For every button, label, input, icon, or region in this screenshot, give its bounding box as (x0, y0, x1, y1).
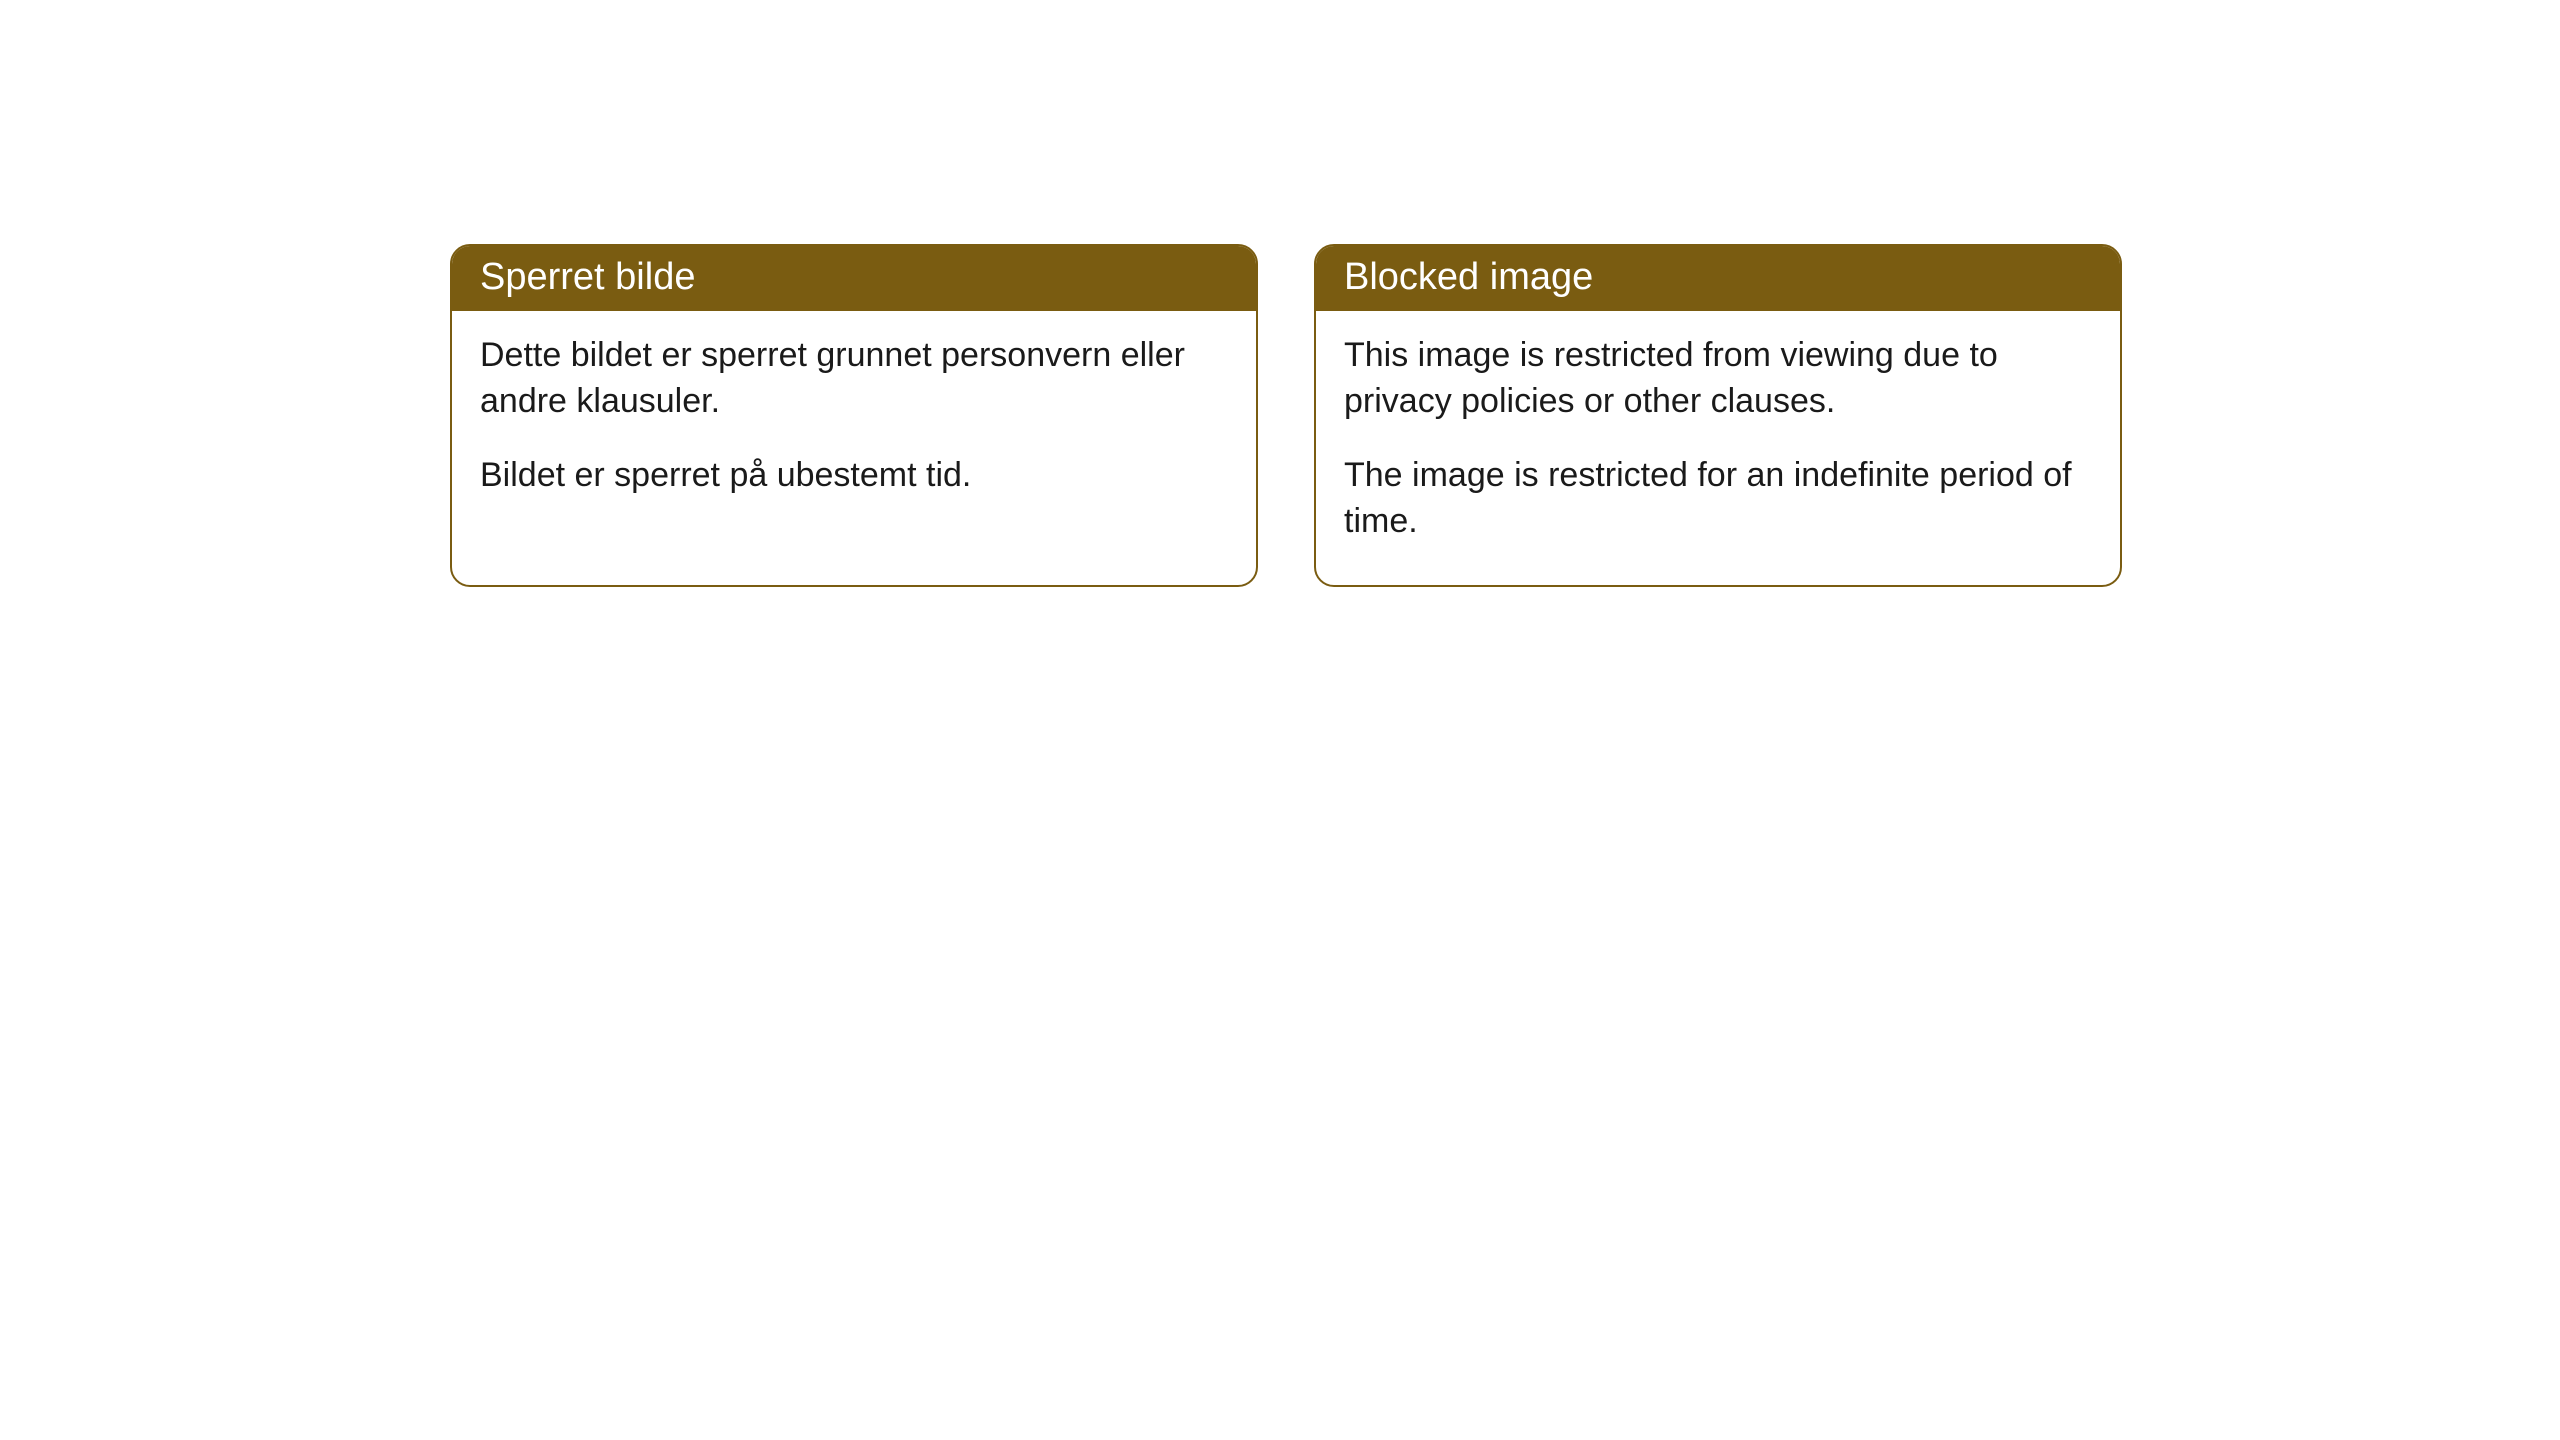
notice-text-line-2: The image is restricted for an indefinit… (1344, 453, 2092, 545)
card-header: Sperret bilde (452, 246, 1256, 311)
card-header: Blocked image (1316, 246, 2120, 311)
notice-text-line-2: Bildet er sperret på ubestemt tid. (480, 453, 1228, 499)
notice-text-line-1: Dette bildet er sperret grunnet personve… (480, 333, 1228, 425)
blocked-image-card-english: Blocked image This image is restricted f… (1314, 244, 2122, 587)
notice-text-line-1: This image is restricted from viewing du… (1344, 333, 2092, 425)
notice-cards-container: Sperret bilde Dette bildet er sperret gr… (450, 244, 2122, 587)
card-body: This image is restricted from viewing du… (1316, 311, 2120, 585)
blocked-image-card-norwegian: Sperret bilde Dette bildet er sperret gr… (450, 244, 1258, 587)
card-body: Dette bildet er sperret grunnet personve… (452, 311, 1256, 539)
